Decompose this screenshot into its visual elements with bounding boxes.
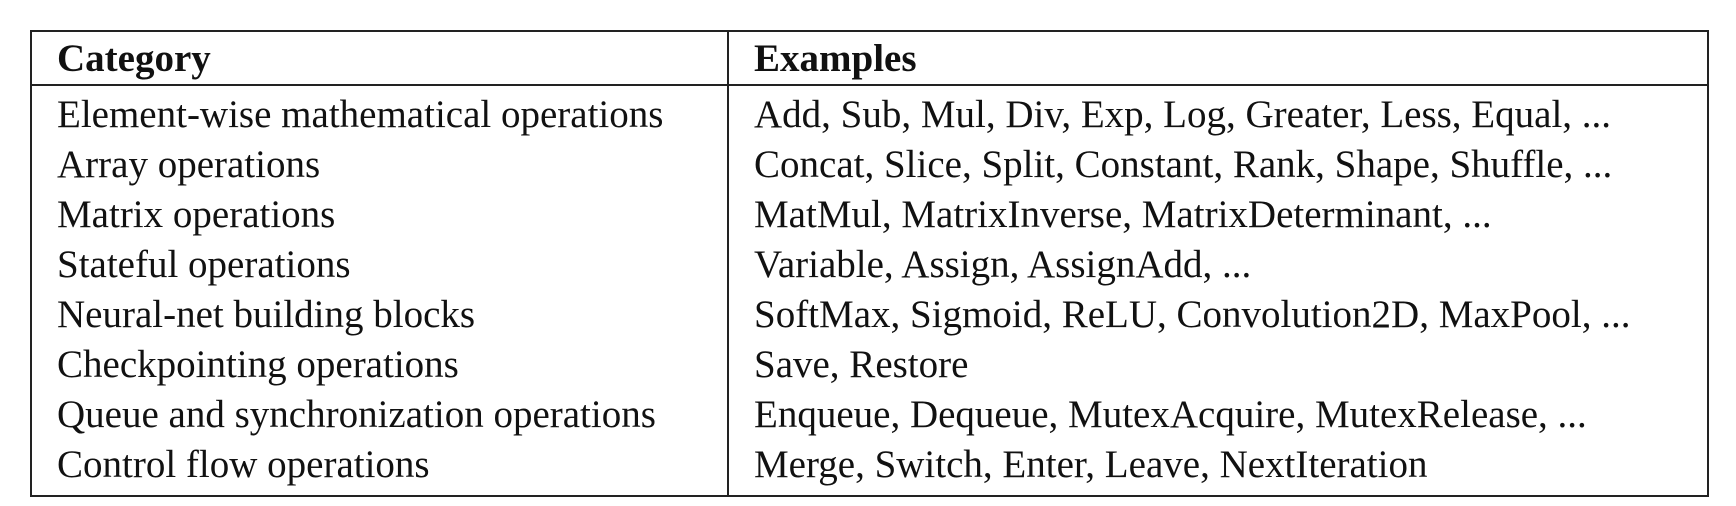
row-examples: MatMul, MatrixInverse, MatrixDeterminant…: [754, 192, 1492, 236]
row-examples: Merge, Switch, Enter, Leave, NextIterati…: [754, 442, 1428, 486]
header-row: Category Examples: [31, 31, 1708, 86]
table-body: Element-wise mathematical operations Add…: [31, 85, 1708, 496]
row-category: Element-wise mathematical operations: [31, 85, 729, 139]
table-row: Checkpointing operations Save, Restore: [31, 339, 1708, 389]
row-category: Matrix operations: [31, 189, 729, 239]
table-row: Stateful operations Variable, Assign, As…: [31, 239, 1708, 289]
header-examples: Examples: [728, 31, 1708, 86]
table-row: Control flow operations Merge, Switch, E…: [31, 439, 1708, 496]
table-header: Category Examples: [31, 31, 1708, 86]
header-category: Category: [31, 31, 729, 86]
row-examples: Save, Restore: [754, 342, 969, 386]
row-category: Neural-net building blocks: [31, 289, 729, 339]
row-category: Control flow operations: [31, 439, 729, 496]
row-category: Checkpointing operations: [31, 339, 729, 389]
table-row: Element-wise mathematical operations Add…: [31, 85, 1708, 139]
row-examples: Variable, Assign, AssignAdd, ...: [754, 242, 1252, 286]
row-examples: Enqueue, Dequeue, MutexAcquire, MutexRel…: [754, 392, 1587, 436]
row-examples: SoftMax, Sigmoid, ReLU, Convolution2D, M…: [754, 292, 1631, 336]
row-category: Array operations: [31, 139, 729, 189]
row-category: Stateful operations: [31, 239, 729, 289]
table-row: Queue and synchronization operations Enq…: [31, 389, 1708, 439]
table-row: Neural-net building blocks SoftMax, Sigm…: [31, 289, 1708, 339]
row-category: Queue and synchronization operations: [31, 389, 729, 439]
row-examples: Add, Sub, Mul, Div, Exp, Log, Greater, L…: [754, 92, 1612, 136]
operations-table: Category Examples Element-wise mathemati…: [30, 30, 1709, 497]
table-row: Matrix operations MatMul, MatrixInverse,…: [31, 189, 1708, 239]
row-examples: Concat, Slice, Split, Constant, Rank, Sh…: [754, 142, 1613, 186]
table-row: Array operations Concat, Slice, Split, C…: [31, 139, 1708, 189]
